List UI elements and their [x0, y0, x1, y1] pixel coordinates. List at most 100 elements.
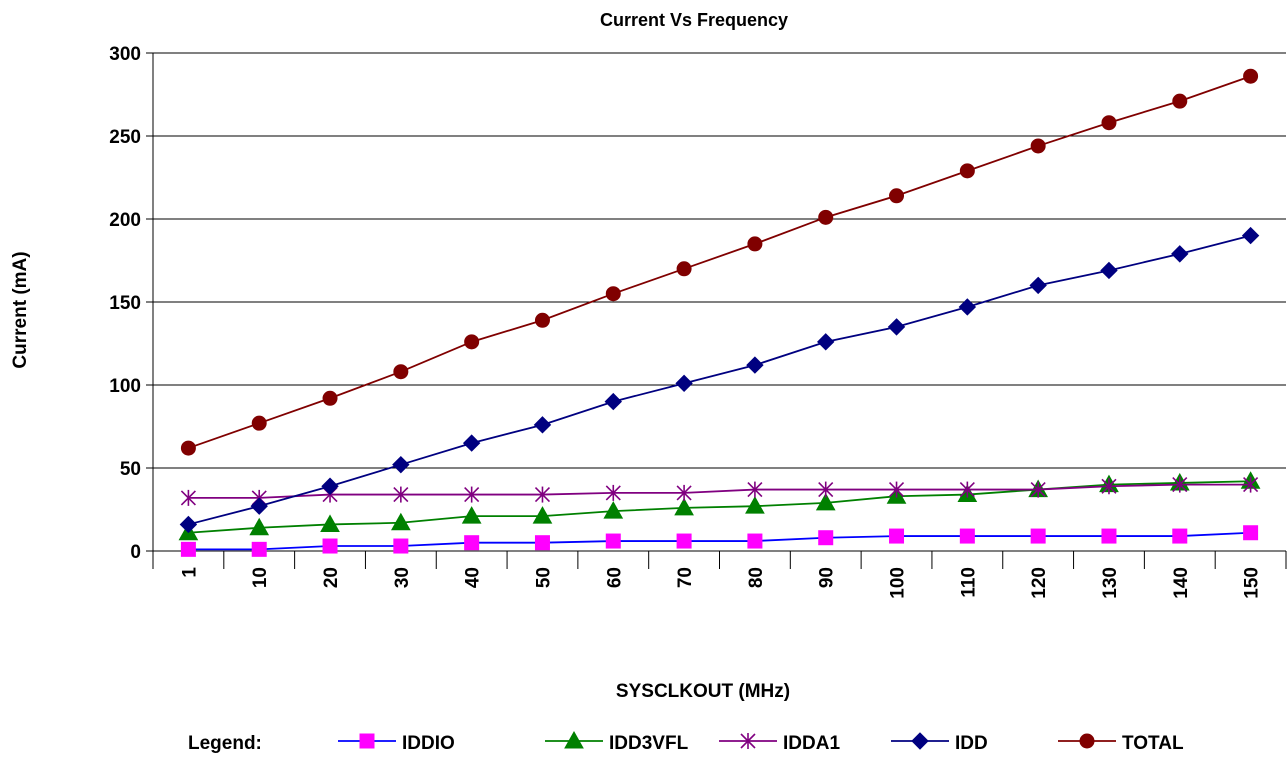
point-total-80: [747, 236, 763, 252]
point-idda1-120: [1030, 481, 1046, 498]
y-tick-label-0: 0: [130, 542, 141, 563]
y-tick-label-100: 100: [109, 376, 141, 397]
x-tick-label-130: 130: [1100, 567, 1121, 599]
point-iddio-40: [464, 535, 480, 551]
point-idd-30: [392, 455, 410, 474]
point-total-120: [1030, 138, 1046, 154]
legend-label-idd: IDD: [955, 733, 988, 754]
point-total-140: [1172, 93, 1188, 109]
point-idd3vfl-20: [320, 514, 340, 532]
point-idda1-110: [959, 481, 975, 498]
point-idda1-40: [464, 486, 480, 503]
point-total-30: [393, 364, 409, 380]
series-idda1: [180, 476, 1259, 506]
point-idd-60: [604, 392, 622, 411]
point-iddio-70: [676, 533, 692, 549]
x-tick-labels: 1 10 20 30 40 50 60 70 80 90 100 110 120 130 140 150: [179, 567, 1262, 599]
legend-marker-iddio: [359, 733, 375, 749]
point-total-110: [959, 163, 975, 179]
point-idda1-80: [747, 481, 763, 498]
point-idd-50: [533, 416, 552, 434]
point-idd3vfl-10: [249, 517, 270, 536]
point-idda1-100: [888, 481, 905, 498]
x-tick-label-70: 70: [675, 567, 696, 588]
point-idda1-30: [393, 486, 409, 503]
legend-item-idda1: IDDA1: [719, 733, 840, 754]
x-tick-label-90: 90: [817, 567, 838, 588]
point-total-70: [676, 261, 692, 277]
x-tick-label-20: 20: [321, 567, 342, 588]
point-idda1-130: [1101, 478, 1117, 495]
legend-marker-idd: [911, 732, 929, 750]
point-total-150: [1243, 68, 1259, 84]
point-idd-110: [958, 298, 977, 316]
point-idd-80: [746, 356, 764, 374]
point-total-20: [322, 390, 338, 406]
point-idd-120: [1029, 276, 1047, 295]
point-idd3vfl-60: [603, 501, 624, 519]
point-idda1-60: [605, 484, 621, 501]
point-iddio-110: [959, 528, 975, 544]
point-iddio-20: [322, 538, 338, 554]
point-idd-70: [675, 374, 693, 393]
point-total-100: [889, 188, 905, 204]
point-idd-150: [1241, 226, 1260, 245]
point-total-10: [251, 415, 267, 431]
axes: [146, 52, 1287, 569]
series-line-total: [188, 75, 1251, 449]
gridlines: [153, 52, 1286, 469]
point-iddio-130: [1101, 528, 1117, 544]
x-tick-label-10: 10: [250, 567, 271, 588]
y-tick-labels: 0 50 100 150 200 250 300: [109, 44, 141, 563]
point-iddio-60: [605, 533, 621, 549]
point-total-1: [180, 440, 196, 456]
x-tick-label-140: 140: [1171, 567, 1192, 599]
point-iddio-10: [251, 541, 267, 557]
x-tick-label-1: 1: [179, 567, 200, 578]
legend-item-total: TOTAL: [1058, 733, 1184, 754]
legend-item-idd3vfl: IDD3VFL: [545, 730, 689, 754]
y-tick-label-300: 300: [109, 44, 141, 65]
point-idd3vfl-70: [674, 497, 694, 516]
point-total-90: [818, 209, 834, 225]
point-iddio-120: [1030, 528, 1046, 544]
point-iddio-30: [393, 538, 409, 554]
series-idd: [179, 226, 1260, 534]
legend-title: Legend:: [188, 733, 262, 754]
point-idd3vfl-90: [815, 492, 836, 511]
point-iddio-150: [1243, 525, 1259, 541]
x-tick-label-50: 50: [533, 567, 554, 588]
x-tick-label-150: 150: [1242, 567, 1263, 599]
legend-label-iddio: IDDIO: [402, 733, 455, 754]
point-idd-10: [250, 497, 268, 515]
legend-marker-total: [1079, 733, 1095, 749]
point-total-40: [464, 334, 480, 350]
y-tick-label-50: 50: [120, 459, 141, 480]
point-idd-40: [462, 434, 481, 452]
point-idd3vfl-30: [390, 512, 411, 531]
series-total: [180, 68, 1259, 456]
point-total-50: [534, 312, 550, 328]
x-tick-label-110: 110: [958, 567, 979, 598]
series-line-idd: [188, 234, 1251, 526]
point-idd-1: [179, 515, 198, 534]
series-iddio: [180, 525, 1259, 557]
legend-label-idda1: IDDA1: [783, 733, 840, 754]
point-idd-130: [1100, 261, 1118, 280]
x-tick-label-30: 30: [392, 567, 413, 588]
point-iddio-80: [747, 533, 763, 549]
point-idda1-150: [1243, 476, 1259, 493]
legend-label-idd3vfl: IDD3VFL: [609, 733, 689, 754]
point-idd-100: [887, 318, 906, 336]
point-iddio-100: [889, 528, 905, 544]
point-idd-140: [1171, 245, 1189, 263]
x-tick-label-100: 100: [888, 567, 909, 599]
point-total-130: [1101, 115, 1117, 131]
legend-marker-idd3vfl: [564, 730, 584, 749]
series-line-idd3vfl: [188, 480, 1251, 534]
point-idd3vfl-40: [461, 506, 482, 524]
point-iddio-1: [180, 541, 196, 557]
point-iddio-90: [818, 530, 834, 546]
point-idda1-70: [676, 484, 692, 501]
y-tick-label-250: 250: [109, 127, 141, 148]
